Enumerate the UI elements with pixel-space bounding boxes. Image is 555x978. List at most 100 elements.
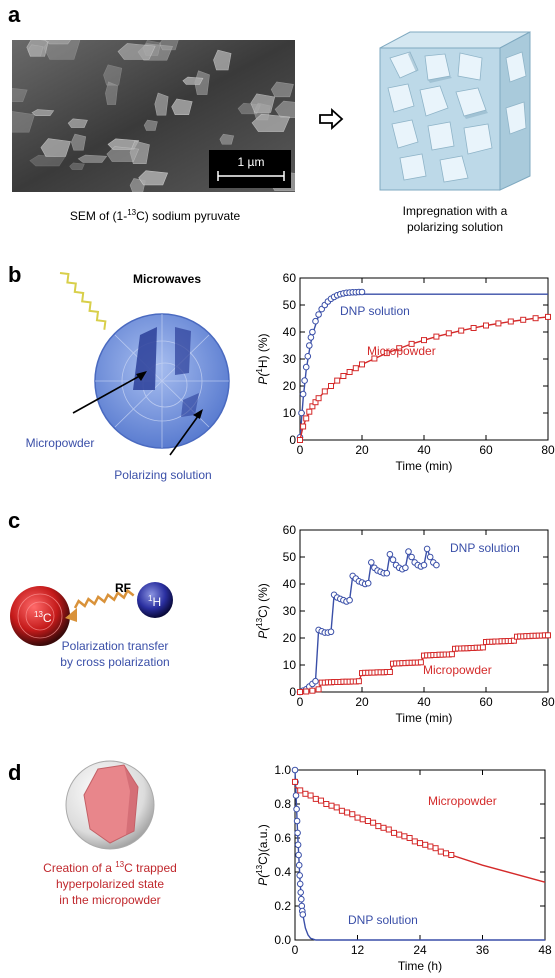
data-point-dnp [299, 390, 307, 398]
data-point-micropowder [333, 804, 340, 811]
data-point-dnp [402, 564, 409, 572]
y-tick-label: 40 [283, 325, 297, 339]
data-point-micropowder [375, 823, 382, 830]
panel-letter-a: a [8, 2, 21, 27]
data-point-dnp [299, 911, 307, 918]
data-point-micropowder [306, 408, 313, 415]
data-point-dnp [389, 556, 397, 564]
data-point-dnp [291, 766, 299, 774]
data-point-micropowder [406, 835, 413, 841]
data-point-micropowder [458, 327, 465, 334]
series-line-dnp [294, 769, 545, 941]
data-point-micropowder [385, 826, 392, 833]
x-tick-label: 20 [355, 695, 369, 709]
data-point-dnp [295, 851, 302, 859]
data-point-micropowder [445, 330, 452, 337]
data-point-dnp [294, 841, 302, 849]
data-point-micropowder [346, 369, 353, 375]
data-point-micropowder [401, 833, 408, 840]
y-tick-label: 0 [289, 433, 296, 447]
x-axis-label: Time (min) [396, 711, 453, 725]
y-tick-label: 20 [283, 631, 297, 645]
series-label-dnp: DNP solution [450, 541, 520, 555]
data-point-micropowder [507, 318, 514, 325]
y-tick-label: 10 [283, 406, 297, 420]
data-point-micropowder [334, 377, 341, 384]
data-point-micropowder [352, 365, 359, 372]
data-point-micropowder [340, 373, 347, 379]
data-point-micropowder [443, 850, 449, 857]
data-point-dnp [292, 792, 300, 799]
data-point-dnp [426, 553, 434, 561]
y-tick-label: 0.4 [274, 865, 291, 879]
data-point-dnp [420, 561, 428, 569]
data-point-micropowder [370, 819, 377, 826]
sem-flake [27, 44, 44, 57]
data-point-dnp [307, 334, 315, 341]
x-tick-label: 0 [297, 695, 304, 709]
sem-flake [67, 118, 88, 128]
data-point-micropowder [297, 787, 304, 794]
data-point-micropowder [303, 415, 310, 422]
y-tick-label: 1.0 [274, 763, 291, 777]
sem-flake [143, 119, 158, 131]
data-point-dnp [296, 872, 304, 879]
data-point-micropowder [545, 313, 551, 320]
sem-flake [31, 109, 55, 117]
sem-flake [26, 40, 49, 57]
y-tick-label: 20 [283, 379, 297, 393]
data-point-micropowder [532, 315, 539, 322]
y-tick-label: 0.2 [274, 899, 291, 913]
sem-flake [106, 146, 140, 162]
impregnation-caption: Impregnation with a polarizing solution [402, 204, 508, 234]
y-tick-label: 0.8 [274, 797, 291, 811]
plot-frame [294, 769, 546, 941]
data-point-micropowder [297, 689, 303, 695]
sem-flake [103, 64, 123, 86]
data-point-micropowder [391, 829, 397, 836]
sem-flake [194, 70, 210, 95]
panel-letter-b: b [8, 262, 22, 287]
data-point-micropowder [417, 659, 424, 666]
panel-letter-d: d [8, 760, 22, 785]
data-point-dnp [295, 861, 303, 869]
x-tick-label: 60 [479, 443, 493, 457]
data-point-dnp [433, 561, 440, 569]
y-tick-label: 50 [283, 298, 297, 312]
data-point-dnp [405, 548, 412, 555]
chart-d: 0 12 24 36 48 0.0 0.2 0.4 0.6 0.8 1.0 Time (h) P(13C… [255, 763, 552, 973]
data-point-micropowder [307, 792, 314, 799]
data-point-micropowder [321, 388, 328, 395]
sem-flake [12, 111, 35, 133]
data-point-micropowder [433, 333, 440, 340]
cross-polarization-schematic: 13C RF 1H Polarization transfer by cross… [10, 581, 173, 669]
sem-flake [117, 43, 156, 60]
x-tick-label: 0 [297, 443, 304, 457]
data-point-micropowder [354, 814, 361, 821]
sem-flake [12, 87, 28, 102]
plot-frame [299, 277, 549, 441]
trapped-crystal-schematic [65, 760, 155, 850]
y-tick-label: 10 [283, 658, 297, 672]
droplet-schematic: Microwaves Micropowder Polarizing soluti… [26, 272, 230, 482]
y-tick-label: 0.0 [274, 933, 291, 947]
data-point-micropowder [510, 637, 517, 644]
proton-label: 1H [148, 594, 161, 609]
panel-letter-c: c [8, 508, 21, 533]
data-point-micropowder [448, 651, 455, 658]
data-point-micropowder [483, 322, 489, 329]
data-point-micropowder [396, 345, 403, 352]
data-point-dnp [327, 628, 335, 636]
scale-bar-label: 1 µm [238, 155, 265, 169]
data-point-micropowder [315, 686, 322, 693]
sem-flake [43, 40, 81, 60]
y-tick-label: 0 [289, 685, 296, 699]
sem-flake [69, 162, 85, 170]
y-tick-label: 60 [283, 271, 297, 285]
data-point-dnp [346, 596, 353, 604]
transfer-line2: by cross polarization [60, 655, 169, 669]
series-label-micropowder: Micropowder [423, 663, 492, 677]
data-point-dnp [312, 317, 319, 325]
series-label-micropowder: Micropowder [367, 344, 436, 358]
x-axis-label: Time (min) [396, 459, 453, 473]
